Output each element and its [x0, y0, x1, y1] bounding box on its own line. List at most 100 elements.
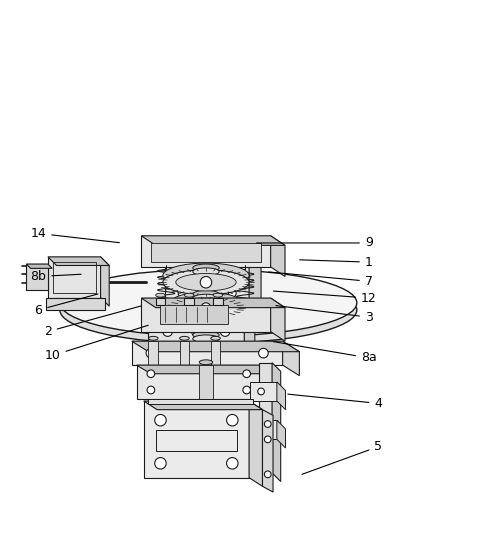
- Ellipse shape: [156, 293, 165, 297]
- Polygon shape: [198, 250, 214, 475]
- Text: 2: 2: [44, 306, 141, 338]
- Polygon shape: [141, 298, 285, 307]
- Text: 6: 6: [34, 294, 98, 316]
- Polygon shape: [132, 341, 299, 352]
- Text: 12: 12: [274, 291, 376, 305]
- Text: 8b: 8b: [30, 270, 81, 283]
- Ellipse shape: [184, 293, 194, 297]
- Text: 8a: 8a: [274, 342, 376, 364]
- Circle shape: [178, 260, 186, 268]
- Polygon shape: [148, 303, 244, 343]
- Circle shape: [178, 289, 186, 297]
- Polygon shape: [262, 410, 273, 492]
- Polygon shape: [141, 236, 285, 246]
- Text: 4: 4: [288, 394, 382, 410]
- Ellipse shape: [193, 290, 219, 298]
- Polygon shape: [165, 253, 261, 264]
- Polygon shape: [175, 305, 251, 317]
- Circle shape: [227, 457, 238, 469]
- Circle shape: [220, 307, 230, 317]
- Polygon shape: [187, 343, 206, 356]
- Polygon shape: [211, 341, 220, 365]
- Polygon shape: [187, 274, 216, 296]
- Polygon shape: [184, 298, 194, 305]
- Ellipse shape: [199, 360, 213, 364]
- Polygon shape: [240, 305, 251, 343]
- Circle shape: [163, 307, 172, 317]
- Ellipse shape: [163, 263, 249, 288]
- Polygon shape: [26, 264, 48, 290]
- Polygon shape: [148, 341, 158, 365]
- Circle shape: [146, 348, 156, 358]
- Ellipse shape: [171, 298, 240, 317]
- Polygon shape: [271, 298, 285, 341]
- Polygon shape: [213, 298, 223, 305]
- Circle shape: [227, 414, 238, 426]
- Polygon shape: [250, 382, 277, 401]
- Circle shape: [155, 457, 166, 469]
- Circle shape: [201, 303, 211, 312]
- Polygon shape: [199, 365, 213, 399]
- Polygon shape: [261, 365, 275, 407]
- Polygon shape: [144, 401, 262, 410]
- Circle shape: [147, 386, 155, 394]
- Ellipse shape: [193, 335, 219, 343]
- Polygon shape: [165, 253, 249, 305]
- Circle shape: [258, 388, 264, 395]
- Text: 9: 9: [257, 237, 373, 249]
- Circle shape: [228, 289, 236, 297]
- Text: 14: 14: [31, 227, 119, 243]
- Polygon shape: [156, 298, 165, 305]
- Circle shape: [264, 471, 271, 478]
- Circle shape: [264, 436, 271, 443]
- Ellipse shape: [180, 336, 189, 340]
- Polygon shape: [216, 274, 220, 300]
- Polygon shape: [48, 257, 101, 298]
- Text: 7: 7: [269, 272, 373, 288]
- Polygon shape: [132, 341, 283, 365]
- Polygon shape: [180, 341, 189, 365]
- Text: 1: 1: [300, 255, 373, 269]
- Ellipse shape: [171, 293, 240, 311]
- Polygon shape: [249, 401, 262, 486]
- Text: 3: 3: [276, 306, 373, 324]
- Polygon shape: [46, 298, 105, 310]
- Circle shape: [228, 260, 236, 268]
- Circle shape: [155, 414, 166, 426]
- Polygon shape: [244, 303, 255, 354]
- Polygon shape: [271, 236, 285, 276]
- Ellipse shape: [193, 331, 219, 339]
- Ellipse shape: [60, 276, 357, 343]
- Circle shape: [193, 346, 200, 353]
- Polygon shape: [277, 420, 285, 448]
- Ellipse shape: [60, 269, 357, 336]
- Polygon shape: [259, 363, 272, 473]
- Polygon shape: [148, 303, 255, 314]
- Circle shape: [259, 348, 268, 358]
- Polygon shape: [151, 243, 261, 262]
- Circle shape: [147, 370, 155, 378]
- Polygon shape: [137, 365, 261, 399]
- Ellipse shape: [148, 336, 158, 340]
- Circle shape: [200, 276, 212, 288]
- Polygon shape: [141, 236, 271, 267]
- Polygon shape: [277, 382, 285, 410]
- Circle shape: [192, 327, 201, 336]
- Polygon shape: [141, 298, 271, 332]
- Polygon shape: [175, 305, 240, 332]
- Polygon shape: [144, 401, 249, 478]
- Ellipse shape: [211, 336, 220, 340]
- Ellipse shape: [213, 293, 223, 297]
- Circle shape: [264, 421, 271, 427]
- Ellipse shape: [182, 301, 229, 314]
- Polygon shape: [250, 420, 277, 440]
- Polygon shape: [272, 363, 281, 482]
- Circle shape: [243, 370, 251, 378]
- Polygon shape: [160, 305, 228, 325]
- Ellipse shape: [176, 274, 236, 291]
- Polygon shape: [101, 257, 109, 306]
- Ellipse shape: [163, 270, 249, 295]
- Polygon shape: [249, 253, 261, 317]
- Circle shape: [220, 327, 230, 336]
- Ellipse shape: [193, 264, 219, 272]
